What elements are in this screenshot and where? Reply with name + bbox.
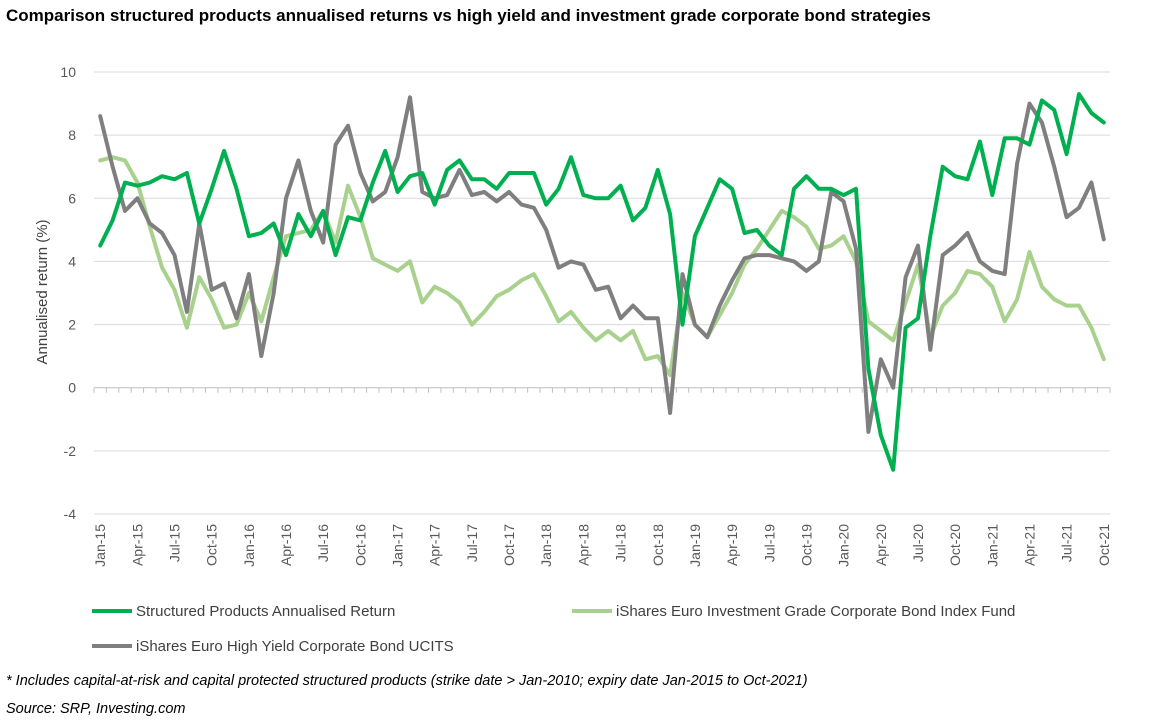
x-tick-label: Jul-16 bbox=[315, 524, 331, 562]
y-tick-label: 2 bbox=[68, 317, 76, 333]
y-tick-label: 10 bbox=[60, 64, 76, 80]
x-tick-label: Apr-17 bbox=[427, 524, 443, 566]
legend: Structured Products Annualised Return iSh… bbox=[92, 603, 1015, 655]
x-tick-label: Jul-21 bbox=[1059, 524, 1075, 562]
x-tick-label: Jul-19 bbox=[761, 524, 777, 562]
footnote: * Includes capital-at-risk and capital p… bbox=[6, 673, 808, 689]
legend-label: Structured Products Annualised Return bbox=[136, 603, 395, 620]
series-lines bbox=[98, 92, 1106, 472]
x-tick-label: Jan-15 bbox=[92, 524, 108, 567]
y-tick-label: 4 bbox=[68, 253, 76, 269]
x-tick-label: Jul-18 bbox=[613, 524, 629, 562]
legend-label: iShares Euro Investment Grade Corporate … bbox=[616, 603, 1015, 620]
x-tick-label: Jul-15 bbox=[167, 524, 183, 562]
x-tick-label: Oct-21 bbox=[1096, 524, 1112, 566]
series-line-1 bbox=[98, 155, 1106, 378]
series-line-0 bbox=[98, 92, 1106, 472]
x-tick-label: Jul-20 bbox=[910, 524, 926, 562]
y-axis-label: Annualised return (%) bbox=[34, 219, 51, 364]
chart-title: Comparison structured products annualise… bbox=[6, 6, 931, 25]
x-tick-label: Oct-16 bbox=[352, 524, 368, 566]
x-axis-ticks: Jan-15 Apr-15 Jul-15 Oct-15 Jan-16 Apr-16 Jul-… bbox=[92, 524, 1112, 567]
x-tick-label: Jan-17 bbox=[390, 524, 406, 567]
gridlines bbox=[94, 71, 1110, 515]
x-tick-label: Apr-20 bbox=[873, 524, 889, 566]
x-tick-label: Apr-21 bbox=[1021, 524, 1037, 566]
x-tick-label: Oct-18 bbox=[650, 524, 666, 566]
x-tick-label: Apr-18 bbox=[575, 524, 591, 566]
x-tick-label: Apr-16 bbox=[278, 524, 294, 566]
x-tick-label: Oct-17 bbox=[501, 524, 517, 566]
y-tick-label: -2 bbox=[64, 443, 77, 459]
legend-label: iShares Euro High Yield Corporate Bond U… bbox=[136, 638, 454, 655]
x-tick-label: Jan-19 bbox=[687, 524, 703, 567]
x-tick-label: Oct-15 bbox=[204, 524, 220, 566]
x-tick-label: Oct-19 bbox=[798, 524, 814, 566]
x-tick-label: Apr-19 bbox=[724, 524, 740, 566]
x-tick-label: Jan-20 bbox=[836, 524, 852, 567]
y-tick-label: -4 bbox=[64, 506, 77, 522]
x-tick-label: Jan-16 bbox=[241, 524, 257, 567]
x-tick-label: Apr-15 bbox=[129, 524, 145, 566]
source-note: Source: SRP, Investing.com bbox=[6, 701, 186, 717]
x-tick-label: Oct-20 bbox=[947, 524, 963, 566]
x-tick-label: Jul-17 bbox=[464, 524, 480, 562]
x-axis bbox=[93, 387, 1111, 393]
y-tick-label: 8 bbox=[68, 127, 76, 143]
x-tick-label: Jan-21 bbox=[984, 524, 1000, 567]
series-line-2 bbox=[98, 95, 1106, 434]
x-tick-label: Jan-18 bbox=[538, 524, 554, 567]
y-tick-label: 6 bbox=[68, 190, 76, 206]
y-tick-label: 0 bbox=[68, 380, 76, 396]
y-axis-ticks: -4 -2 0 2 4 6 8 10 bbox=[60, 64, 76, 522]
